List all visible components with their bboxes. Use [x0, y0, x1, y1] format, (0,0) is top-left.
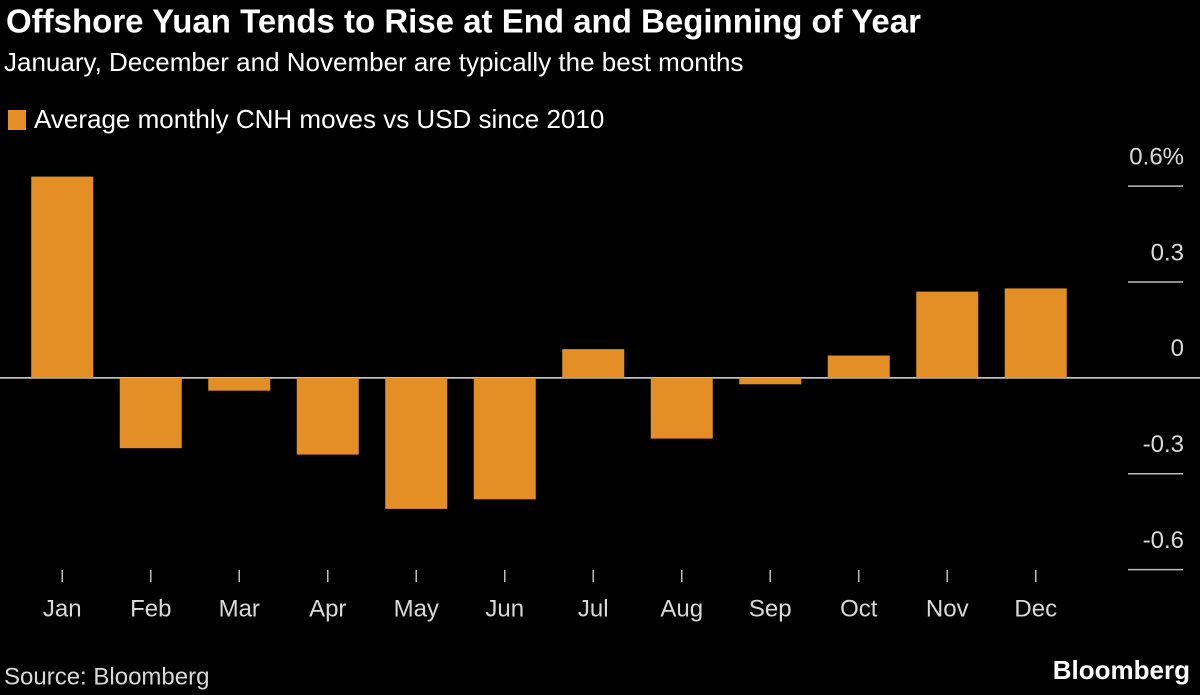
bar: [385, 377, 448, 509]
bar: [650, 377, 713, 439]
chart-subtitle: January, December and November are typic…: [4, 47, 743, 77]
x-tick-label: Jun: [485, 595, 524, 622]
x-tick-label: Feb: [130, 595, 171, 622]
legend-label: Average monthly CNH moves vs USD since 2…: [34, 104, 604, 134]
x-tick-label: May: [394, 595, 439, 622]
y-tick-label: 0.3: [1151, 239, 1184, 266]
x-tick-label: Apr: [309, 595, 346, 622]
bar: [562, 349, 625, 378]
bar: [119, 377, 182, 449]
bar: [473, 377, 536, 500]
y-tick-label: -0.6: [1143, 527, 1184, 554]
x-tick-label: Jan: [43, 595, 82, 622]
y-tick-label: -0.3: [1143, 431, 1184, 458]
y-tick-label: 0.6%: [1129, 144, 1184, 171]
y-tick-label: 0: [1171, 335, 1184, 362]
bar: [1004, 288, 1067, 378]
x-tick-label: Aug: [660, 595, 703, 622]
bar: [739, 377, 802, 385]
bar: [916, 291, 979, 378]
bar: [296, 377, 359, 455]
x-tick-label: Dec: [1014, 595, 1057, 622]
x-tick-label: Nov: [926, 595, 969, 622]
chart-title: Offshore Yuan Tends to Rise at End and B…: [6, 3, 921, 40]
bar: [827, 355, 890, 378]
source: Source: Bloomberg: [4, 663, 209, 690]
bar: [208, 377, 271, 391]
x-tick-label: Jul: [578, 595, 609, 622]
x-tick-label: Mar: [219, 595, 260, 622]
legend-swatch: [8, 110, 26, 130]
logo: Bloomberg: [1053, 655, 1190, 685]
x-tick-label: Sep: [749, 595, 792, 622]
x-tick-label: Oct: [840, 595, 878, 622]
bar: [31, 176, 94, 378]
